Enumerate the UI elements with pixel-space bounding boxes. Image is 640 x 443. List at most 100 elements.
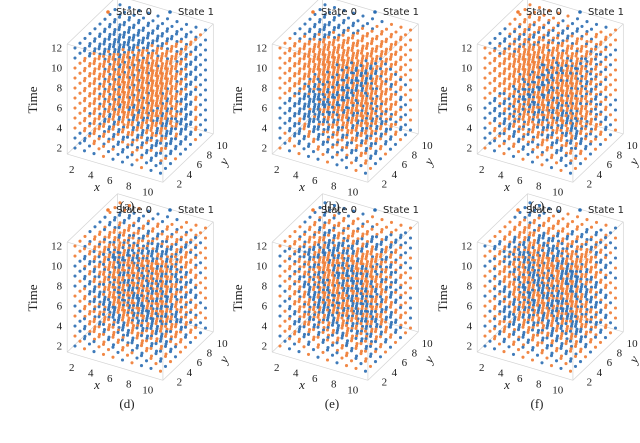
data-point xyxy=(503,27,506,30)
data-point xyxy=(321,83,324,86)
z-tick-label: 4 xyxy=(57,321,63,333)
data-point xyxy=(594,88,597,91)
data-point xyxy=(145,71,148,74)
data-point xyxy=(140,126,143,129)
data-point xyxy=(169,350,172,353)
data-point xyxy=(574,137,577,140)
data-point xyxy=(599,113,602,116)
data-point xyxy=(164,107,167,110)
data-point xyxy=(399,98,402,101)
data-point xyxy=(179,112,182,115)
data-point xyxy=(174,117,177,120)
data-point xyxy=(126,241,129,244)
data-point xyxy=(169,102,172,105)
legend-label: State 0 xyxy=(321,7,357,18)
data-point xyxy=(149,129,152,132)
data-point xyxy=(584,77,587,80)
data-point xyxy=(536,146,539,149)
data-point xyxy=(169,142,172,145)
data-point xyxy=(116,271,119,274)
data-point xyxy=(88,54,91,57)
data-point xyxy=(384,62,387,65)
data-point xyxy=(121,268,124,271)
x-tick-label: 6 xyxy=(107,373,113,385)
data-point xyxy=(169,50,172,53)
data-point xyxy=(609,73,612,76)
data-point xyxy=(160,34,163,37)
z-tick-label: 2 xyxy=(57,143,63,155)
data-point xyxy=(283,72,286,75)
data-point xyxy=(350,91,353,94)
legend-label: State 1 xyxy=(588,7,624,18)
data-point xyxy=(283,62,286,65)
data-point xyxy=(360,52,363,55)
data-point xyxy=(512,65,515,68)
data-point xyxy=(126,344,129,347)
data-point xyxy=(164,305,167,308)
data-point xyxy=(316,58,319,61)
x-tick-label: 8 xyxy=(536,181,542,193)
data-point xyxy=(394,291,397,294)
data-point xyxy=(88,342,91,345)
legend-marker xyxy=(373,10,377,14)
data-point xyxy=(531,150,534,153)
data-point xyxy=(107,236,110,239)
data-point xyxy=(135,108,138,111)
data-point xyxy=(102,303,105,306)
data-point xyxy=(532,23,535,26)
data-point xyxy=(130,331,133,334)
data-point xyxy=(169,122,172,125)
data-point xyxy=(159,280,162,283)
data-point xyxy=(73,56,76,59)
data-point xyxy=(117,28,120,31)
x-axis-label: x xyxy=(298,179,305,194)
data-point xyxy=(384,132,387,135)
data-point xyxy=(204,236,207,239)
data-point xyxy=(130,321,133,324)
data-point xyxy=(111,138,114,141)
data-point xyxy=(399,286,402,289)
data-point xyxy=(154,154,157,157)
data-point xyxy=(332,31,335,34)
data-point xyxy=(194,98,197,101)
data-point xyxy=(175,20,178,23)
data-point xyxy=(359,124,362,127)
data-point xyxy=(350,61,353,64)
data-point xyxy=(579,82,582,85)
data-point xyxy=(298,27,301,30)
data-point xyxy=(126,116,129,119)
data-point xyxy=(366,220,369,223)
data-point xyxy=(531,100,534,103)
data-point xyxy=(322,40,325,43)
y-tick-label: 10 xyxy=(217,140,229,152)
data-point xyxy=(561,19,564,22)
data-point xyxy=(199,271,202,274)
data-point xyxy=(116,153,119,156)
data-point xyxy=(332,216,335,219)
data-point xyxy=(594,98,597,101)
y-tick-label: 4 xyxy=(392,169,398,181)
data-point xyxy=(92,330,95,333)
data-point xyxy=(331,56,334,59)
data-point xyxy=(169,280,172,283)
data-point xyxy=(599,73,602,76)
data-point xyxy=(564,94,567,97)
x-tick-label: 10 xyxy=(142,186,154,198)
data-point xyxy=(599,63,602,66)
data-point xyxy=(140,106,143,109)
data-point xyxy=(559,159,562,162)
data-point xyxy=(78,300,81,303)
data-point xyxy=(150,254,153,257)
data-point xyxy=(130,153,133,156)
data-point xyxy=(92,340,95,343)
data-point xyxy=(340,88,343,91)
data-point xyxy=(164,295,167,298)
data-point xyxy=(73,116,76,119)
data-point xyxy=(116,133,119,136)
data-point xyxy=(502,152,505,155)
data-point xyxy=(374,72,377,75)
data-point xyxy=(354,139,357,142)
data-point xyxy=(159,162,162,165)
data-point xyxy=(93,27,96,30)
